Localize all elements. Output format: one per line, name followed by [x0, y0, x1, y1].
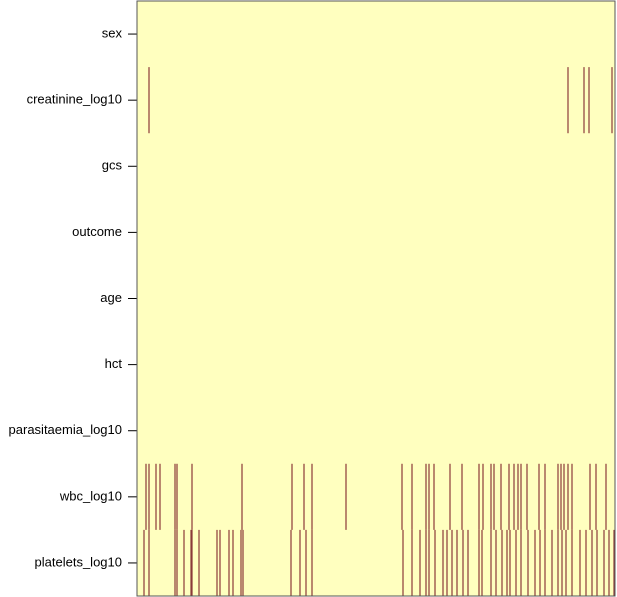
plot-border [136, 0, 616, 597]
y-tick-label: age [100, 290, 122, 305]
y-tick-label: outcome [72, 224, 122, 239]
y-tick-label: platelets_log10 [35, 554, 122, 569]
y-tick-label: sex [102, 25, 123, 40]
y-tick-label: gcs [102, 158, 123, 173]
plot-background [137, 1, 615, 596]
y-tick-label: hct [105, 356, 123, 371]
y-tick-label: creatinine_log10 [27, 92, 122, 107]
y-tick-label: wbc_log10 [59, 488, 122, 503]
y-tick-label: parasitaemia_log10 [9, 422, 122, 437]
